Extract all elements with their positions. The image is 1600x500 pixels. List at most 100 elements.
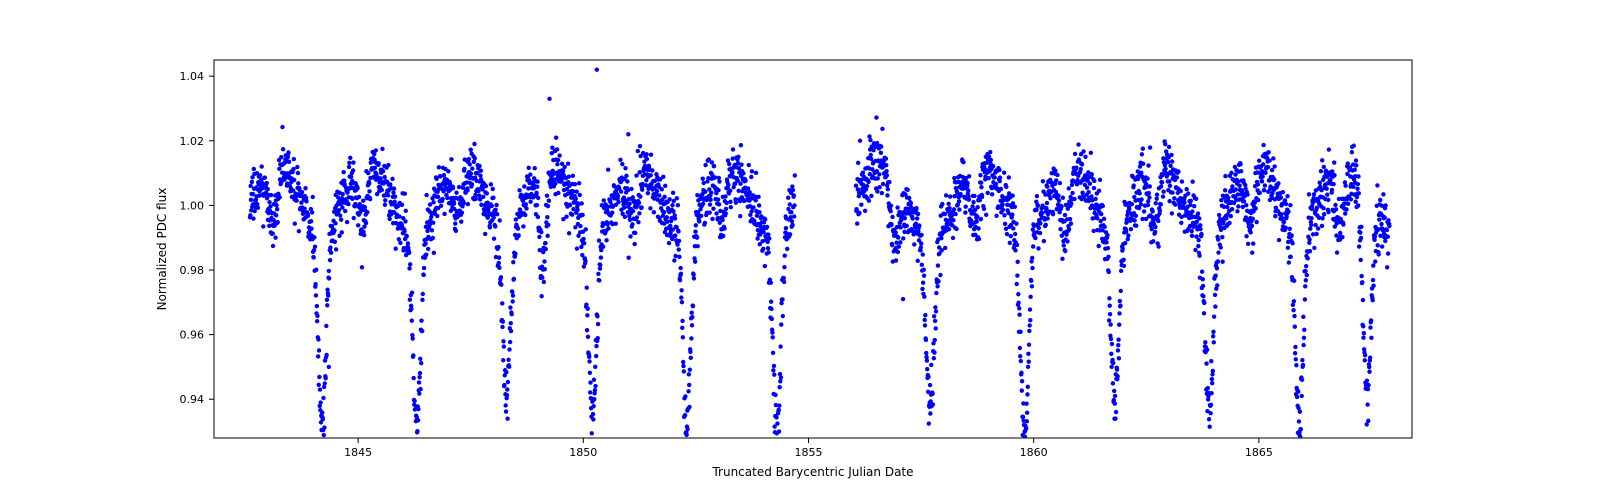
- data-point: [1147, 191, 1151, 195]
- data-point: [1073, 152, 1077, 156]
- data-point: [925, 367, 929, 371]
- data-point: [1303, 284, 1307, 288]
- data-point: [491, 196, 495, 200]
- data-point: [694, 223, 698, 227]
- data-point: [1304, 278, 1308, 282]
- data-point: [322, 433, 326, 437]
- data-point: [1290, 241, 1294, 245]
- data-point: [418, 371, 422, 375]
- data-point: [512, 277, 516, 281]
- data-point: [903, 216, 907, 220]
- data-point: [416, 407, 420, 411]
- data-point: [1386, 251, 1390, 255]
- data-point: [604, 238, 608, 242]
- data-point: [890, 243, 894, 247]
- data-point: [407, 266, 411, 270]
- data-point: [248, 184, 252, 188]
- data-point: [1051, 212, 1055, 216]
- data-point: [699, 214, 703, 218]
- data-point: [673, 254, 677, 258]
- data-point: [1318, 181, 1322, 185]
- data-point: [978, 173, 982, 177]
- data-point: [1138, 191, 1142, 195]
- data-point: [511, 293, 515, 297]
- data-point: [671, 191, 675, 195]
- data-point: [723, 194, 727, 198]
- data-point: [545, 215, 549, 219]
- data-point: [1356, 174, 1360, 178]
- data-point: [1118, 303, 1122, 307]
- data-point: [460, 210, 464, 214]
- data-point: [1081, 149, 1085, 153]
- data-point: [634, 173, 638, 177]
- data-point: [780, 297, 784, 301]
- data-point: [1161, 189, 1165, 193]
- data-point: [462, 201, 466, 205]
- data-point: [777, 385, 781, 389]
- data-point: [591, 412, 595, 416]
- data-point: [919, 233, 923, 237]
- data-point: [1361, 324, 1365, 328]
- data-point: [633, 231, 637, 235]
- data-point: [317, 348, 321, 352]
- data-point: [1067, 186, 1071, 190]
- data-point: [924, 338, 928, 342]
- data-point: [999, 187, 1003, 191]
- data-point: [713, 175, 717, 179]
- data-point: [507, 364, 511, 368]
- data-point: [477, 164, 481, 168]
- data-point: [1120, 246, 1124, 250]
- data-point: [504, 409, 508, 413]
- data-point: [951, 218, 955, 222]
- data-point: [714, 211, 718, 215]
- data-point: [884, 163, 888, 167]
- data-point: [297, 229, 301, 233]
- data-point: [1304, 264, 1308, 268]
- data-point: [930, 392, 934, 396]
- data-point: [1297, 419, 1301, 423]
- data-point: [1261, 143, 1265, 147]
- data-point: [1163, 167, 1167, 171]
- data-point: [535, 179, 539, 183]
- data-point: [1153, 230, 1157, 234]
- data-point: [911, 216, 915, 220]
- data-point: [661, 175, 665, 179]
- data-point: [1188, 203, 1192, 207]
- data-point: [1227, 221, 1231, 225]
- data-point: [979, 180, 983, 184]
- data-point: [1119, 289, 1123, 293]
- data-point: [1205, 348, 1209, 352]
- data-point: [610, 210, 614, 214]
- data-point: [1190, 229, 1194, 233]
- data-point: [510, 299, 514, 303]
- data-point: [1333, 203, 1337, 207]
- data-point: [1079, 167, 1083, 171]
- data-point: [785, 247, 789, 251]
- data-point: [1199, 232, 1203, 236]
- data-point: [966, 188, 970, 192]
- data-point: [1147, 195, 1151, 199]
- data-point: [1040, 211, 1044, 215]
- data-point: [858, 139, 862, 143]
- data-point: [1360, 280, 1364, 284]
- data-point: [606, 226, 610, 230]
- data-point: [660, 187, 664, 191]
- data-point: [380, 188, 384, 192]
- data-point: [1312, 246, 1316, 250]
- data-point: [430, 228, 434, 232]
- data-point: [317, 375, 321, 379]
- data-point: [591, 404, 595, 408]
- data-point: [988, 150, 992, 154]
- data-point: [1309, 216, 1313, 220]
- data-point: [644, 152, 648, 156]
- data-point: [1076, 142, 1080, 146]
- data-point: [1069, 202, 1073, 206]
- data-point: [497, 255, 501, 259]
- data-point: [638, 194, 642, 198]
- data-point: [1377, 217, 1381, 221]
- data-point: [510, 290, 514, 294]
- data-point: [274, 203, 278, 207]
- data-point: [453, 221, 457, 225]
- data-point: [1365, 379, 1369, 383]
- data-point: [972, 194, 976, 198]
